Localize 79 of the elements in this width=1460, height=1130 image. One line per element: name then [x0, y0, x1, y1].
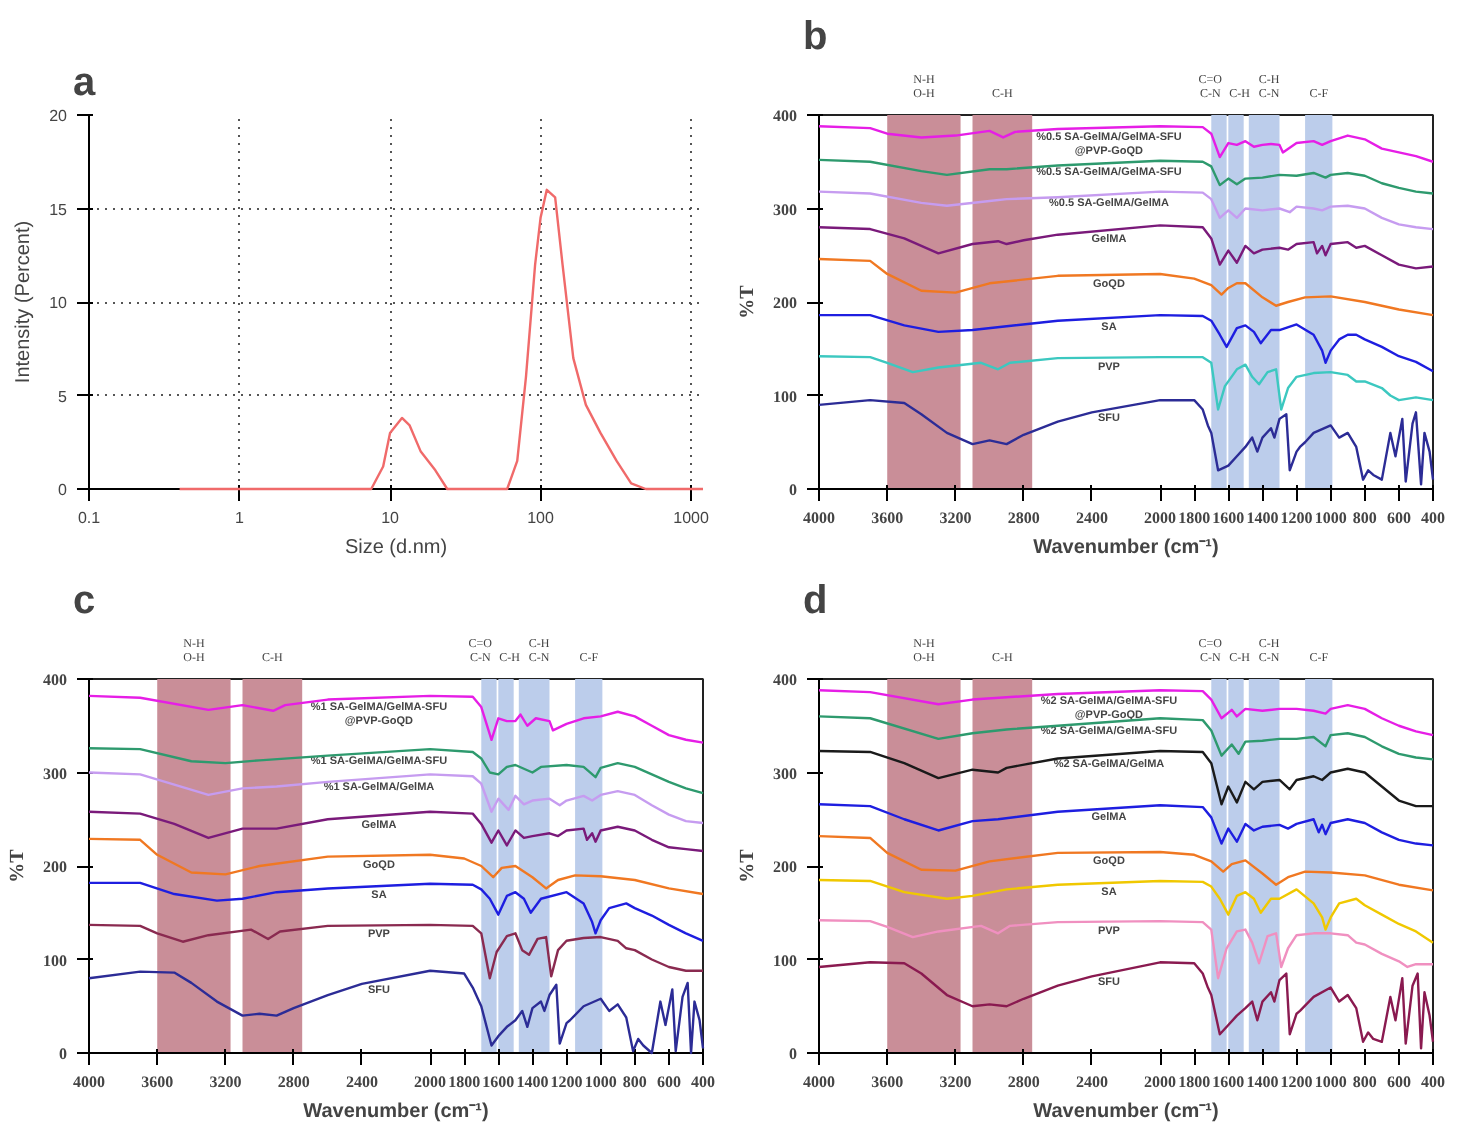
x-tick-label: 400 [691, 1073, 715, 1091]
y-tick-label: 100 [43, 951, 67, 970]
x-tick-label: 1000 [1314, 1073, 1347, 1091]
y-tick-label: 300 [773, 764, 797, 783]
y-tick-label: 400 [773, 671, 797, 689]
x-tick-label: 1200 [1280, 509, 1313, 527]
y-axis-title: %T [737, 284, 759, 319]
x-tick-label: 1600 [1212, 509, 1245, 527]
x-tick-label: 1400 [516, 1073, 549, 1091]
y-tick-label: 0 [789, 481, 797, 499]
y-tick-label: 400 [43, 671, 67, 689]
x-tick-label: 3200 [939, 509, 972, 527]
x-tick-label: 1 [235, 509, 246, 527]
x-tick-label: 1000 [1314, 509, 1347, 527]
x-tick-label: 4000 [73, 1073, 105, 1091]
chart-title: d [803, 579, 828, 623]
x-tick-label: 2800 [1007, 509, 1040, 527]
x-tick-label: 2400 [1075, 509, 1108, 527]
x-tick-label: 1800 [448, 1073, 481, 1091]
x-tick-label: 2400 [345, 1073, 378, 1091]
x-tick-label: 4000 [803, 1073, 835, 1091]
y-tick-label: 300 [773, 200, 797, 219]
y-tick-label: 200 [773, 294, 797, 312]
y-tick-label: 10 [49, 294, 69, 312]
y-tick-label: 300 [43, 764, 67, 783]
x-tick-label: 10 [381, 509, 401, 527]
x-tick-label: 2000 [414, 1073, 447, 1091]
chart-title: a [73, 61, 97, 105]
x-tick-label: 100 [527, 509, 556, 527]
x-tick-label: 1000 [584, 1073, 617, 1091]
x-tick-label: 800 [1352, 509, 1377, 527]
x-tick-label: 1800 [1178, 1073, 1211, 1091]
x-tick-label: 3200 [939, 1073, 972, 1091]
x-tick-label: 3200 [209, 1073, 242, 1091]
chart-title: c [73, 579, 96, 623]
x-tick-label: 400 [1421, 1073, 1445, 1091]
x-axis-title: Wavenumber (cm⁻¹) [1033, 1101, 1219, 1123]
x-tick-label: 2000 [1144, 509, 1177, 527]
x-tick-label: 3600 [141, 1073, 174, 1091]
y-tick-label: 20 [49, 107, 69, 125]
x-tick-label: 1400 [1246, 1073, 1279, 1091]
y-tick-label: 200 [43, 858, 67, 876]
x-tick-label: 400 [1421, 509, 1445, 527]
y-tick-label: 0 [789, 1045, 797, 1063]
x-tick-label: 800 [622, 1073, 647, 1091]
y-tick-label: 0 [59, 1045, 67, 1063]
y-axis-title: %T [737, 848, 759, 883]
x-tick-label: 600 [1386, 509, 1411, 527]
y-tick-label: 200 [773, 858, 797, 876]
x-tick-label: 2000 [1144, 1073, 1177, 1091]
y-axis-title: Intensity (Percent) [13, 220, 36, 384]
x-tick-label: 0.1 [77, 509, 102, 527]
y-tick-label: 15 [49, 200, 69, 219]
x-tick-label: 1800 [1178, 509, 1211, 527]
y-axis-title: %T [7, 848, 29, 883]
x-tick-label: 800 [1352, 1073, 1377, 1091]
y-tick-label: 400 [773, 107, 797, 125]
x-tick-label: 600 [656, 1073, 681, 1091]
x-tick-label: 2800 [1007, 1073, 1040, 1091]
x-tick-label: 3600 [871, 509, 904, 527]
x-axis-title: Wavenumber (cm⁻¹) [1033, 537, 1219, 559]
chart-title: b [803, 15, 828, 59]
x-tick-label: 2800 [277, 1073, 310, 1091]
x-tick-label: 600 [1386, 1073, 1411, 1091]
x-tick-label: 1200 [550, 1073, 583, 1091]
x-tick-label: 1200 [1280, 1073, 1313, 1091]
x-tick-label: 1000 [673, 509, 710, 527]
x-tick-label: 1400 [1246, 509, 1279, 527]
x-axis-title: Size (d.nm) [344, 537, 448, 559]
y-tick-label: 100 [773, 951, 797, 970]
x-tick-label: 3600 [871, 1073, 904, 1091]
x-tick-label: 1600 [1212, 1073, 1245, 1091]
y-tick-label: 100 [773, 387, 797, 406]
x-tick-label: 1600 [482, 1073, 515, 1091]
x-axis-title: Wavenumber (cm⁻¹) [303, 1101, 489, 1123]
x-tick-label: 2400 [1075, 1073, 1108, 1091]
y-tick-label: 5 [58, 387, 69, 406]
x-tick-label: 4000 [803, 509, 835, 527]
y-tick-label: 0 [58, 481, 69, 499]
